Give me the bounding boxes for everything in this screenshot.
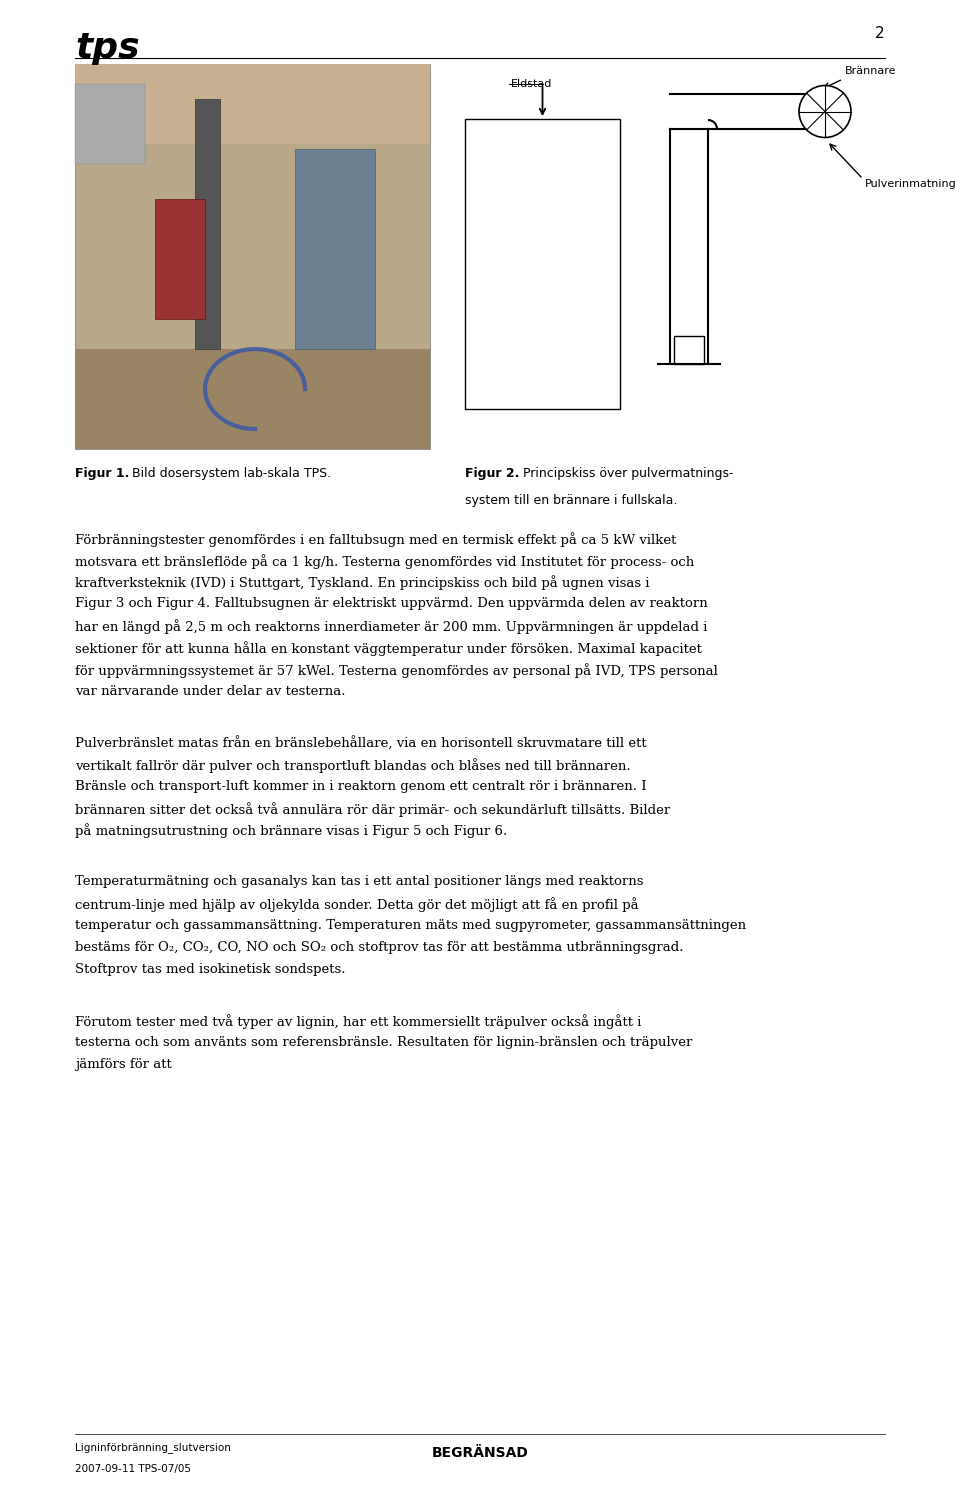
Text: Förbränningstester genomfördes i en falltubsugn med en termisk effekt på ca 5 kW: Förbränningstester genomfördes i en fall… — [75, 532, 677, 547]
Bar — [155, 199, 205, 319]
Text: Figur 2.: Figur 2. — [465, 467, 519, 480]
Text: 2007-09-11 TPS-07/05: 2007-09-11 TPS-07/05 — [75, 1464, 191, 1474]
Text: var närvarande under delar av testerna.: var närvarande under delar av testerna. — [75, 685, 346, 697]
Text: Pulverbränslet matas från en bränslebehållare, via en horisontell skruvmatare ti: Pulverbränslet matas från en bränslebehå… — [75, 737, 647, 750]
Text: testerna och som använts som referensbränsle. Resultaten för lignin-bränslen och: testerna och som använts som referensbrä… — [75, 1036, 692, 1049]
Circle shape — [799, 86, 851, 138]
Text: Temperaturmätning och gasanalys kan tas i ett antal positioner längs med reaktor: Temperaturmätning och gasanalys kan tas … — [75, 875, 643, 889]
Text: vertikalt fallrör där pulver och transportluft blandas och blåses ned till bränn: vertikalt fallrör där pulver och transpo… — [75, 758, 631, 773]
Bar — [195, 100, 220, 349]
Text: Pulverinmatning: Pulverinmatning — [865, 178, 957, 189]
Text: bestäms för O₂, CO₂, CO, NO och SO₂ och stoftprov tas för att bestämma utbrännin: bestäms för O₂, CO₂, CO, NO och SO₂ och … — [75, 941, 684, 954]
Text: kraftverksteknik (IVD) i Stuttgart, Tyskland. En principskiss och bild på ugnen : kraftverksteknik (IVD) i Stuttgart, Tysk… — [75, 575, 650, 590]
Text: motsvara ett bränsleflöde på ca 1 kg/h. Testerna genomfördes vid Institutet för : motsvara ett bränsleflöde på ca 1 kg/h. … — [75, 554, 694, 569]
Text: sektioner för att kunna hålla en konstant väggtemperatur under försöken. Maximal: sektioner för att kunna hålla en konstan… — [75, 640, 702, 655]
Text: Bild dosersystem lab-skala TPS.: Bild dosersystem lab-skala TPS. — [132, 467, 331, 480]
Text: Eldstad: Eldstad — [511, 79, 552, 89]
Text: centrum-linje med hjälp av oljekylda sonder. Detta gör det möjligt att få en pro: centrum-linje med hjälp av oljekylda son… — [75, 898, 638, 912]
Text: Stoftprov tas med isokinetisk sondspets.: Stoftprov tas med isokinetisk sondspets. — [75, 963, 346, 976]
Bar — [75, 85, 145, 163]
Text: på matningsutrustning och brännare visas i Figur 5 och Figur 6.: på matningsutrustning och brännare visas… — [75, 823, 507, 838]
Text: tps: tps — [75, 31, 139, 65]
Text: system till en brännare i fullskala.: system till en brännare i fullskala. — [465, 493, 678, 507]
Text: för uppvärmningssystemet är 57 kWel. Testerna genomfördes av personal på IVD, TP: för uppvärmningssystemet är 57 kWel. Tes… — [75, 663, 718, 678]
Text: Principskiss över pulvermatnings-: Principskiss över pulvermatnings- — [523, 467, 733, 480]
Bar — [465, 119, 620, 409]
Text: Ligninförbränning_slutversion: Ligninförbränning_slutversion — [75, 1441, 230, 1453]
Bar — [75, 64, 430, 449]
Text: jämförs för att: jämförs för att — [75, 1058, 172, 1071]
Text: Brännare: Brännare — [845, 65, 897, 76]
Text: BEGRÄNSAD: BEGRÄNSAD — [432, 1446, 528, 1461]
Text: 2: 2 — [876, 25, 885, 42]
Text: har en längd på 2,5 m och reaktorns innerdiameter är 200 mm. Uppvärmningen är up: har en längd på 2,5 m och reaktorns inne… — [75, 620, 708, 635]
Bar — [674, 336, 704, 364]
Bar — [75, 64, 430, 144]
Bar — [295, 149, 375, 349]
Text: Figur 1.: Figur 1. — [75, 467, 130, 480]
Text: Bränsle och transport-luft kommer in i reaktorn genom ett centralt rör i brännar: Bränsle och transport-luft kommer in i r… — [75, 780, 647, 794]
Text: temperatur och gassammansättning. Temperaturen mäts med sugpyrometer, gassammans: temperatur och gassammansättning. Temper… — [75, 918, 746, 932]
Bar — [75, 349, 430, 449]
Text: Förutom tester med två typer av lignin, har ett kommersiellt träpulver också ing: Förutom tester med två typer av lignin, … — [75, 1015, 641, 1030]
Text: Figur 3 och Figur 4. Falltubsugnen är elektriskt uppvärmd. Den uppvärmda delen a: Figur 3 och Figur 4. Falltubsugnen är el… — [75, 597, 708, 611]
Text: brännaren sitter det också två annulära rör där primär- och sekundärluft tillsät: brännaren sitter det också två annulära … — [75, 802, 670, 817]
